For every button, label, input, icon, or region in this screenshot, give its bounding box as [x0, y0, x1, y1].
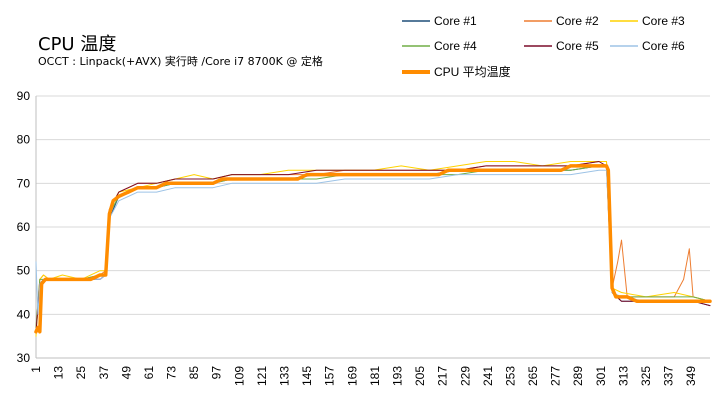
- x-tick-label-group: 289: [571, 366, 585, 386]
- y-tick-label: 50: [17, 264, 31, 278]
- grid-lines: [35, 95, 710, 359]
- x-tick-label-group: 265: [526, 366, 540, 386]
- x-tick-label-group: 49: [119, 366, 133, 380]
- x-tick-label-group: 121: [255, 366, 269, 386]
- x-tick-label-group: 325: [639, 366, 653, 386]
- legend-label: Core #2: [556, 14, 599, 28]
- y-tick-label: 40: [17, 307, 31, 321]
- chart-subtitle: OCCT : Linpack(+AVX) 実行時 /Core i7 8700K …: [38, 54, 323, 68]
- y-tick-label: 30: [17, 351, 31, 365]
- x-tick-label-group: 157: [323, 366, 337, 386]
- x-tick-label-group: 13: [52, 366, 66, 380]
- x-tick-label: 133: [278, 366, 292, 386]
- x-tick-label: 169: [345, 366, 359, 386]
- x-tick-label: 313: [616, 366, 630, 386]
- x-tick-label: 181: [368, 366, 382, 386]
- x-tick-label: 217: [436, 366, 450, 386]
- x-tick-label: 289: [571, 366, 585, 386]
- x-tick-label: 253: [503, 366, 517, 386]
- x-tick-label-group: 277: [549, 366, 563, 386]
- x-tick-label-group: 169: [345, 366, 359, 386]
- x-tick-label-group: 241: [481, 366, 495, 386]
- x-tick-label-group: 217: [436, 366, 450, 386]
- x-axis-ticks: 1 13 25 37 49 61 73 85 97 109 121 133 145 157 169 181 19…: [29, 366, 698, 386]
- x-tick-label-group: 1: [29, 366, 43, 373]
- x-tick-label-group: 109: [232, 366, 246, 386]
- x-tick-label-group: 25: [74, 366, 88, 380]
- x-tick-label: 241: [481, 366, 495, 386]
- legend-label: Core #3: [642, 14, 685, 28]
- x-tick-label: 37: [97, 366, 111, 380]
- x-tick-label: 325: [639, 366, 653, 386]
- x-tick-label-group: 301: [594, 366, 608, 386]
- x-tick-label-group: 229: [458, 366, 472, 386]
- x-tick-label: 25: [74, 366, 88, 380]
- x-tick-label: 61: [142, 366, 156, 380]
- x-tick-label-group: 85: [187, 366, 201, 380]
- x-tick-label: 97: [210, 366, 224, 380]
- chart-title: CPU 温度: [38, 34, 116, 55]
- x-tick-label-group: 349: [684, 366, 698, 386]
- legend-label: CPU 平均温度: [434, 64, 511, 79]
- x-tick-label: 49: [119, 366, 133, 380]
- x-tick-label: 157: [323, 366, 337, 386]
- x-tick-label: 349: [684, 366, 698, 386]
- x-tick-label: 109: [232, 366, 246, 386]
- y-tick-label: 80: [17, 133, 31, 147]
- x-tick-label-group: 73: [165, 366, 179, 380]
- series-lines: [34, 161, 712, 337]
- y-tick-label: 90: [17, 89, 31, 103]
- x-tick-label: 337: [662, 366, 676, 386]
- x-tick-label: 265: [526, 366, 540, 386]
- x-tick-label-group: 193: [390, 366, 404, 386]
- legend-label: Core #4: [434, 39, 477, 53]
- x-tick-label: 145: [300, 366, 314, 386]
- x-tick-label: 1: [29, 366, 43, 373]
- x-tick-label-group: 181: [368, 366, 382, 386]
- legend: Core #1 Core #2 Core #3 Core #4 Core #5 Core …: [402, 14, 685, 79]
- x-tick-label-group: 61: [142, 366, 156, 380]
- x-tick-label: 229: [458, 366, 472, 386]
- x-tick-label-group: 145: [300, 366, 314, 386]
- x-tick-label-group: 337: [662, 366, 676, 386]
- x-tick-label-group: 37: [97, 366, 111, 380]
- legend-label: Core #6: [642, 39, 685, 53]
- x-tick-label-group: 97: [210, 366, 224, 380]
- x-tick-label: 85: [187, 366, 201, 380]
- legend-label: Core #5: [556, 39, 599, 53]
- x-tick-label: 13: [52, 366, 66, 380]
- x-tick-label-group: 313: [616, 366, 630, 386]
- x-tick-label: 205: [413, 366, 427, 386]
- x-tick-label-group: 253: [503, 366, 517, 386]
- x-tick-label-group: 205: [413, 366, 427, 386]
- y-tick-label: 60: [17, 220, 31, 234]
- series-line-7: [34, 164, 712, 334]
- x-tick-label: 277: [549, 366, 563, 386]
- x-tick-label: 121: [255, 366, 269, 386]
- x-tick-label: 73: [165, 366, 179, 380]
- y-tick-label: 70: [17, 176, 31, 190]
- x-tick-label-group: 133: [278, 366, 292, 386]
- legend-label: Core #1: [434, 14, 477, 28]
- y-axis-ticks: 30 40 50 60 70 80 90: [17, 89, 31, 365]
- x-tick-label: 193: [390, 366, 404, 386]
- x-tick-label: 301: [594, 366, 608, 386]
